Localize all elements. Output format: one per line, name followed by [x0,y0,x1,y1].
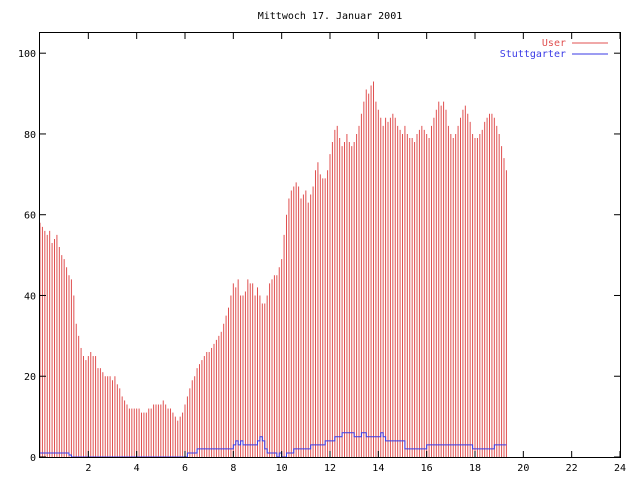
legend: User Stuttgarter [500,38,608,60]
x-axis: 2 4 6 8 10 12 14 16 18 20 22 24 [85,33,626,474]
x-tick-label: 6 [182,463,188,474]
y-tick-label: 100 [18,49,36,60]
x-tick-label: 4 [134,463,140,474]
y-tick-label: 80 [24,130,36,141]
y-tick-label: 0 [30,453,36,464]
x-tick-label: 20 [517,463,529,474]
plot-frame [39,32,621,458]
x-tick-label: 12 [324,463,336,474]
x-tick-label: 10 [276,463,288,474]
x-tick-label: 2 [85,463,91,474]
x-tick-label: 8 [230,463,236,474]
x-tick-label: 24 [614,463,626,474]
x-tick-label: 22 [566,463,578,474]
x-tick-label: 18 [469,463,481,474]
x-tick-label: 14 [372,463,384,474]
chart-title: Mittwoch 17. Januar 2001 [258,11,403,22]
y-axis: 0 20 40 60 80 100 [18,49,620,464]
legend-label-stuttgarter: Stuttgarter [500,49,566,60]
y-tick-label: 40 [24,291,36,302]
y-tick-label: 60 [24,211,36,222]
y-tick-label: 20 [24,372,36,383]
x-tick-label: 16 [421,463,433,474]
user-bars [39,81,507,457]
legend-label-user: User [542,38,566,49]
